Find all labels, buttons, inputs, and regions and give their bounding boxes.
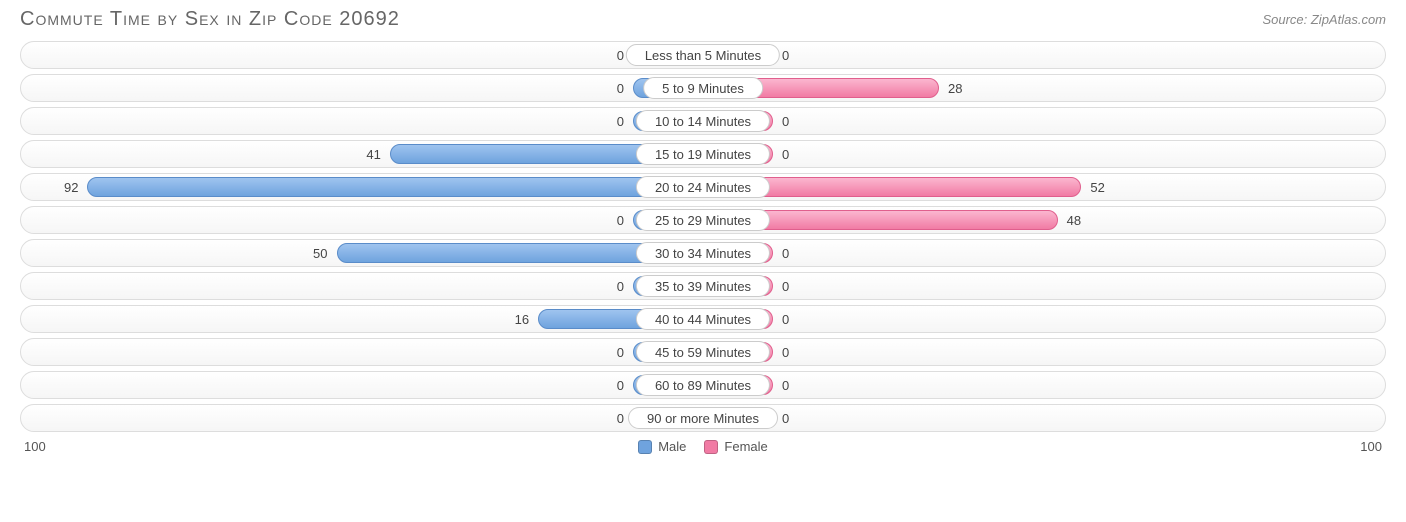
row-category-label: 45 to 59 Minutes <box>636 341 770 363</box>
chart-row: 92 52 20 to 24 Minutes <box>20 173 1386 201</box>
chart-row: 0 010 to 14 Minutes <box>20 107 1386 135</box>
chart-row: 0 0Less than 5 Minutes <box>20 41 1386 69</box>
chart-body: 00Less than 5 Minutes0285 to 9 Minutes00… <box>0 35 1406 432</box>
chart-header: Commute Time by Sex in Zip Code 20692 So… <box>0 0 1406 35</box>
row-category-label: 60 to 89 Minutes <box>636 374 770 396</box>
chart-row: 0 28 5 to 9 Minutes <box>20 74 1386 102</box>
legend-item-female: Female <box>704 439 767 454</box>
female-value: 0 <box>774 42 814 68</box>
row-category-label: 20 to 24 Minutes <box>636 176 770 198</box>
male-swatch-icon <box>638 440 652 454</box>
male-value: 41 <box>349 141 389 167</box>
female-value: 0 <box>774 405 814 431</box>
legend-female-label: Female <box>724 439 767 454</box>
legend-male-label: Male <box>658 439 686 454</box>
legend: Male Female <box>638 439 768 454</box>
chart-row: 16 040 to 44 Minutes <box>20 305 1386 333</box>
chart-row: 0 48 25 to 29 Minutes <box>20 206 1386 234</box>
female-value: 28 <box>940 75 980 101</box>
chart-title: Commute Time by Sex in Zip Code 20692 <box>20 8 400 31</box>
male-value: 0 <box>592 207 632 233</box>
row-category-label: 15 to 19 Minutes <box>636 143 770 165</box>
legend-item-male: Male <box>638 439 686 454</box>
male-value: 0 <box>592 42 632 68</box>
female-value: 48 <box>1059 207 1099 233</box>
row-category-label: 25 to 29 Minutes <box>636 209 770 231</box>
male-value: 0 <box>592 339 632 365</box>
female-value: 0 <box>774 339 814 365</box>
row-category-label: 35 to 39 Minutes <box>636 275 770 297</box>
row-category-label: 90 or more Minutes <box>628 407 778 429</box>
female-value: 0 <box>774 372 814 398</box>
axis-left-max: 100 <box>24 439 46 454</box>
chart-source: Source: ZipAtlas.com <box>1262 12 1386 27</box>
row-category-label: 5 to 9 Minutes <box>643 77 763 99</box>
male-value: 0 <box>592 405 632 431</box>
female-value: 0 <box>774 240 814 266</box>
chart-row: 50 030 to 34 Minutes <box>20 239 1386 267</box>
chart-row: 0 045 to 59 Minutes <box>20 338 1386 366</box>
chart-row: 0 090 or more Minutes <box>20 404 1386 432</box>
male-bar <box>87 177 703 197</box>
female-value: 0 <box>774 141 814 167</box>
female-value: 0 <box>774 306 814 332</box>
male-value: 0 <box>592 273 632 299</box>
female-swatch-icon <box>704 440 718 454</box>
male-value: 0 <box>592 372 632 398</box>
chart-row: 41 015 to 19 Minutes <box>20 140 1386 168</box>
row-category-label: 40 to 44 Minutes <box>636 308 770 330</box>
male-value: 0 <box>592 75 632 101</box>
female-value: 52 <box>1082 174 1122 200</box>
chart-row: 0 060 to 89 Minutes <box>20 371 1386 399</box>
row-category-label: Less than 5 Minutes <box>626 44 780 66</box>
female-value: 0 <box>774 108 814 134</box>
male-value: 16 <box>497 306 537 332</box>
row-category-label: 30 to 34 Minutes <box>636 242 770 264</box>
male-value: 0 <box>592 108 632 134</box>
male-value: 50 <box>296 240 336 266</box>
male-value: 92 <box>46 174 86 200</box>
chart-row: 0 035 to 39 Minutes <box>20 272 1386 300</box>
row-category-label: 10 to 14 Minutes <box>636 110 770 132</box>
axis-right-max: 100 <box>1360 439 1382 454</box>
female-value: 0 <box>774 273 814 299</box>
chart-footer: 100 Male Female 100 <box>0 437 1406 454</box>
